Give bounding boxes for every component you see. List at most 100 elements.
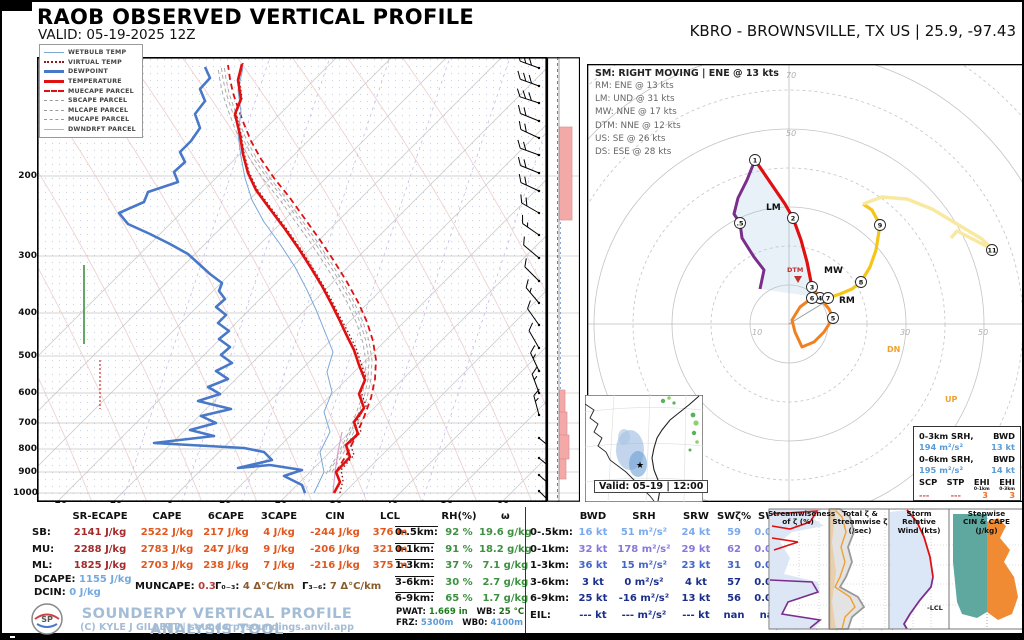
svg-text:7: 7 xyxy=(826,295,831,303)
svg-text:SP: SP xyxy=(41,615,53,624)
pressure-tick-900: 900 xyxy=(18,467,37,477)
stepwise-title: Stepwise CIN & CAPE (J/kg) xyxy=(963,509,1010,535)
legend-item: MUCAPE PARCEL xyxy=(44,115,136,125)
omega-header: ω xyxy=(501,510,510,522)
thermo-table: SR-ECAPE CAPE 6CAPE 3CAPE CIN LCL SB: 21… xyxy=(32,508,414,574)
col-6cape: 6CAPE xyxy=(207,510,245,522)
temperature-line-swatch xyxy=(44,80,64,84)
legend-label: TEMPERATURE xyxy=(68,78,122,86)
col-sr-ecape: SR-ECAPE xyxy=(72,510,128,522)
legend-item: TEMPERATURE xyxy=(44,77,136,87)
dtm-marker xyxy=(794,276,802,283)
srh-header: SRH xyxy=(632,510,656,522)
dcin-value: 0 J/kg xyxy=(69,587,101,598)
virtual-temp-line-swatch xyxy=(44,61,64,64)
bwd-header: BWD xyxy=(579,510,607,522)
legend-item: MUECAPE PARCEL xyxy=(44,86,136,96)
svg-text:6: 6 xyxy=(810,295,815,303)
pressure-tick-200: 200 xyxy=(18,171,37,181)
kinematics-row-eil: EIL:--- kt--- m²/s²--- ktnannan xyxy=(530,609,781,621)
wb0-value: 4100m xyxy=(490,618,523,628)
mucape-parcel-swatch xyxy=(44,119,64,121)
srw-lcl-label: -LCL xyxy=(927,604,943,612)
srh3-value: 194 m²/s² xyxy=(919,442,964,452)
bottom-black-bar xyxy=(2,633,1022,638)
pressure-tick-300: 300 xyxy=(18,251,37,261)
totalzeta-title: Total ζ & Streamwise ζ (/sec) xyxy=(832,509,888,535)
footer-credit: (C) KYLE J GILLETT | sounderpysoundings.… xyxy=(80,622,354,633)
srh6-title: 0-6km SRH, xyxy=(919,453,974,464)
lm-line: LM: UND @ 31 kts xyxy=(595,94,675,105)
ring-labels: 70 50 10 30 50 xyxy=(752,71,988,337)
svg-text:4: 4 xyxy=(818,295,823,303)
legend-item: DEWPOINT xyxy=(44,67,136,77)
muecape-parcel-swatch xyxy=(44,90,64,93)
thermo-header-row: SR-ECAPE CAPE 6CAPE 3CAPE CIN LCL xyxy=(32,508,414,525)
legend-item: SBCAPE PARCEL xyxy=(44,96,136,106)
col-cape: CAPE xyxy=(152,510,182,522)
svg-text:5: 5 xyxy=(831,315,836,323)
top-left-black-mark xyxy=(2,2,32,11)
frz-value: 5300m xyxy=(420,618,454,628)
pwat-row: PWAT: 1.669 in WB: 25 °C xyxy=(396,607,525,617)
kinematics-header-row: BWD SRH SRW SWζ% SWζ xyxy=(530,508,789,525)
col-lcl: LCL xyxy=(379,510,401,522)
footer-title: SOUNDERPY VERTICAL PROFILE ANALYSIS TOOL xyxy=(81,606,353,638)
moisture-row: 3-6km: 30 % 2.7 g/kg xyxy=(395,576,529,588)
pressure-tick-700: 700 xyxy=(18,418,37,428)
table-divider xyxy=(525,507,526,633)
dwndrft-parcel-curve xyxy=(332,431,343,494)
svg-text:30: 30 xyxy=(900,328,910,337)
lapse-0-3-value: 4 Δ°C/km xyxy=(242,581,295,592)
wb-value: 25 °C xyxy=(498,607,525,617)
moisture-row: 1-3km: 37 % 7.1 g/kg xyxy=(395,560,529,572)
dewpoint-curve xyxy=(117,66,307,494)
map-radar-echoes xyxy=(616,396,699,477)
svg-text:1: 1 xyxy=(753,157,758,165)
valid-time: VALID: 05-19-2025 12Z xyxy=(38,27,196,43)
ehi3-value: 3 xyxy=(1009,489,1015,500)
ehi1-value: 3 xyxy=(982,489,988,500)
lapse-3-6-label: Γ₃₋₆: 7 Δ°C/km xyxy=(302,581,382,592)
svg-text:70: 70 xyxy=(786,71,796,80)
ehi3-header: EHI 0-3km xyxy=(999,476,1015,492)
muecape-parcel-curve xyxy=(227,64,377,473)
mw-line: MW: NNE @ 17 kts xyxy=(595,107,677,118)
legend-label: DWNDRFT PARCEL xyxy=(68,126,136,134)
frz-row: FRZ: 5300m WB0: 4100m xyxy=(396,618,523,628)
temperature-curve xyxy=(233,63,367,494)
lapse-3-6-value: 7 Δ°C/km xyxy=(329,581,382,592)
ehi1-header: EHI 0-1km xyxy=(973,476,990,492)
svg-text:50: 50 xyxy=(978,328,988,337)
omega-panel xyxy=(547,57,580,502)
legend-label: DEWPOINT xyxy=(68,68,108,76)
mw-label: MW xyxy=(824,266,843,276)
srh3-title: 0-3km SRH, xyxy=(919,430,974,441)
dcin-label: DCIN: 0 J/kg xyxy=(34,587,101,598)
map-valid-label: Valid: 05-19 | 12:00 xyxy=(594,480,709,493)
swzeta-pct-header: SWζ% xyxy=(716,510,752,522)
pressure-tick-800: 800 xyxy=(18,444,37,454)
col-3cape: 3CAPE xyxy=(260,510,298,522)
totalzeta-tan-fill xyxy=(830,509,836,629)
stp-header: STP xyxy=(946,476,965,487)
svg-text:.5: .5 xyxy=(737,220,744,228)
streamwiseness-red-curve xyxy=(771,510,819,551)
sbcape-parcel-swatch xyxy=(44,100,64,102)
hodo-trace-3-6km xyxy=(790,286,835,349)
col-cin: CIN xyxy=(325,510,345,522)
up-label: UP xyxy=(945,395,957,404)
dtm-label: DTM xyxy=(787,266,803,274)
kinematics-row: 3-6km:3 kt0 m²/s²4 kt570.004 xyxy=(530,576,786,588)
scp-header: SCP xyxy=(919,476,938,487)
bottom-bar-dot xyxy=(10,636,15,638)
svg-text:2: 2 xyxy=(791,215,796,223)
skewt-legend: WETBULB TEMP VIRTUAL TEMP DEWPOINT TEMPE… xyxy=(39,44,143,139)
pressure-tick-500: 500 xyxy=(18,351,37,361)
srw-red-curve xyxy=(906,509,934,578)
svg-text:50: 50 xyxy=(786,129,796,138)
station-title: KBRO - BROWNSVILLE, TX US | 25.9, -97.43 xyxy=(689,22,1016,40)
skewt-background-grid xyxy=(37,57,547,502)
